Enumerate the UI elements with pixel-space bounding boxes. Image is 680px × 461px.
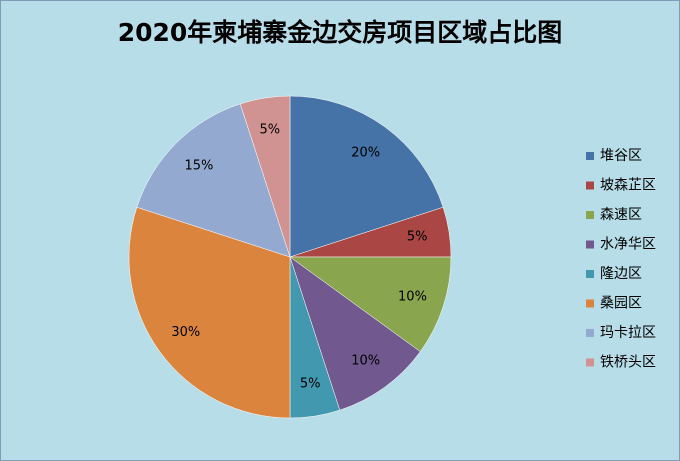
legend-swatch bbox=[586, 270, 594, 278]
legend-swatch bbox=[586, 181, 594, 190]
legend-label: 铁桥头区 bbox=[600, 355, 656, 371]
data-label: 10% bbox=[398, 289, 427, 304]
data-label: 5% bbox=[260, 122, 281, 137]
pie-slice bbox=[289, 256, 421, 411]
legend-label: 水净华区 bbox=[600, 237, 656, 253]
pie-slice bbox=[239, 95, 291, 258]
legend-swatch bbox=[586, 358, 594, 367]
data-label: 20% bbox=[351, 145, 380, 160]
pie-slice bbox=[136, 103, 291, 258]
data-label: 10% bbox=[351, 354, 380, 369]
legend-label: 桑园区 bbox=[600, 296, 642, 312]
data-label: 30% bbox=[171, 325, 200, 340]
legend-swatch bbox=[586, 152, 594, 160]
pie-slice bbox=[289, 95, 444, 258]
legend-swatch bbox=[586, 329, 594, 337]
legend-swatch bbox=[586, 240, 594, 249]
legend-label: 堆谷区 bbox=[600, 148, 642, 164]
legend-label: 玛卡拉区 bbox=[600, 325, 656, 341]
legend-label: 坡森芷区 bbox=[600, 178, 656, 194]
data-label: 5% bbox=[300, 377, 321, 392]
data-label: 15% bbox=[184, 158, 213, 173]
pie-slice bbox=[289, 256, 452, 352]
data-label: 5% bbox=[407, 229, 428, 244]
legend-swatch bbox=[586, 299, 594, 308]
legend-label: 隆边区 bbox=[600, 266, 642, 282]
chart-title: 2020年柬埔寨金边交房项目区域占比图 bbox=[118, 18, 563, 47]
pie-slice bbox=[128, 206, 291, 419]
legend-label: 森速区 bbox=[600, 207, 642, 223]
legend-swatch bbox=[586, 211, 594, 219]
